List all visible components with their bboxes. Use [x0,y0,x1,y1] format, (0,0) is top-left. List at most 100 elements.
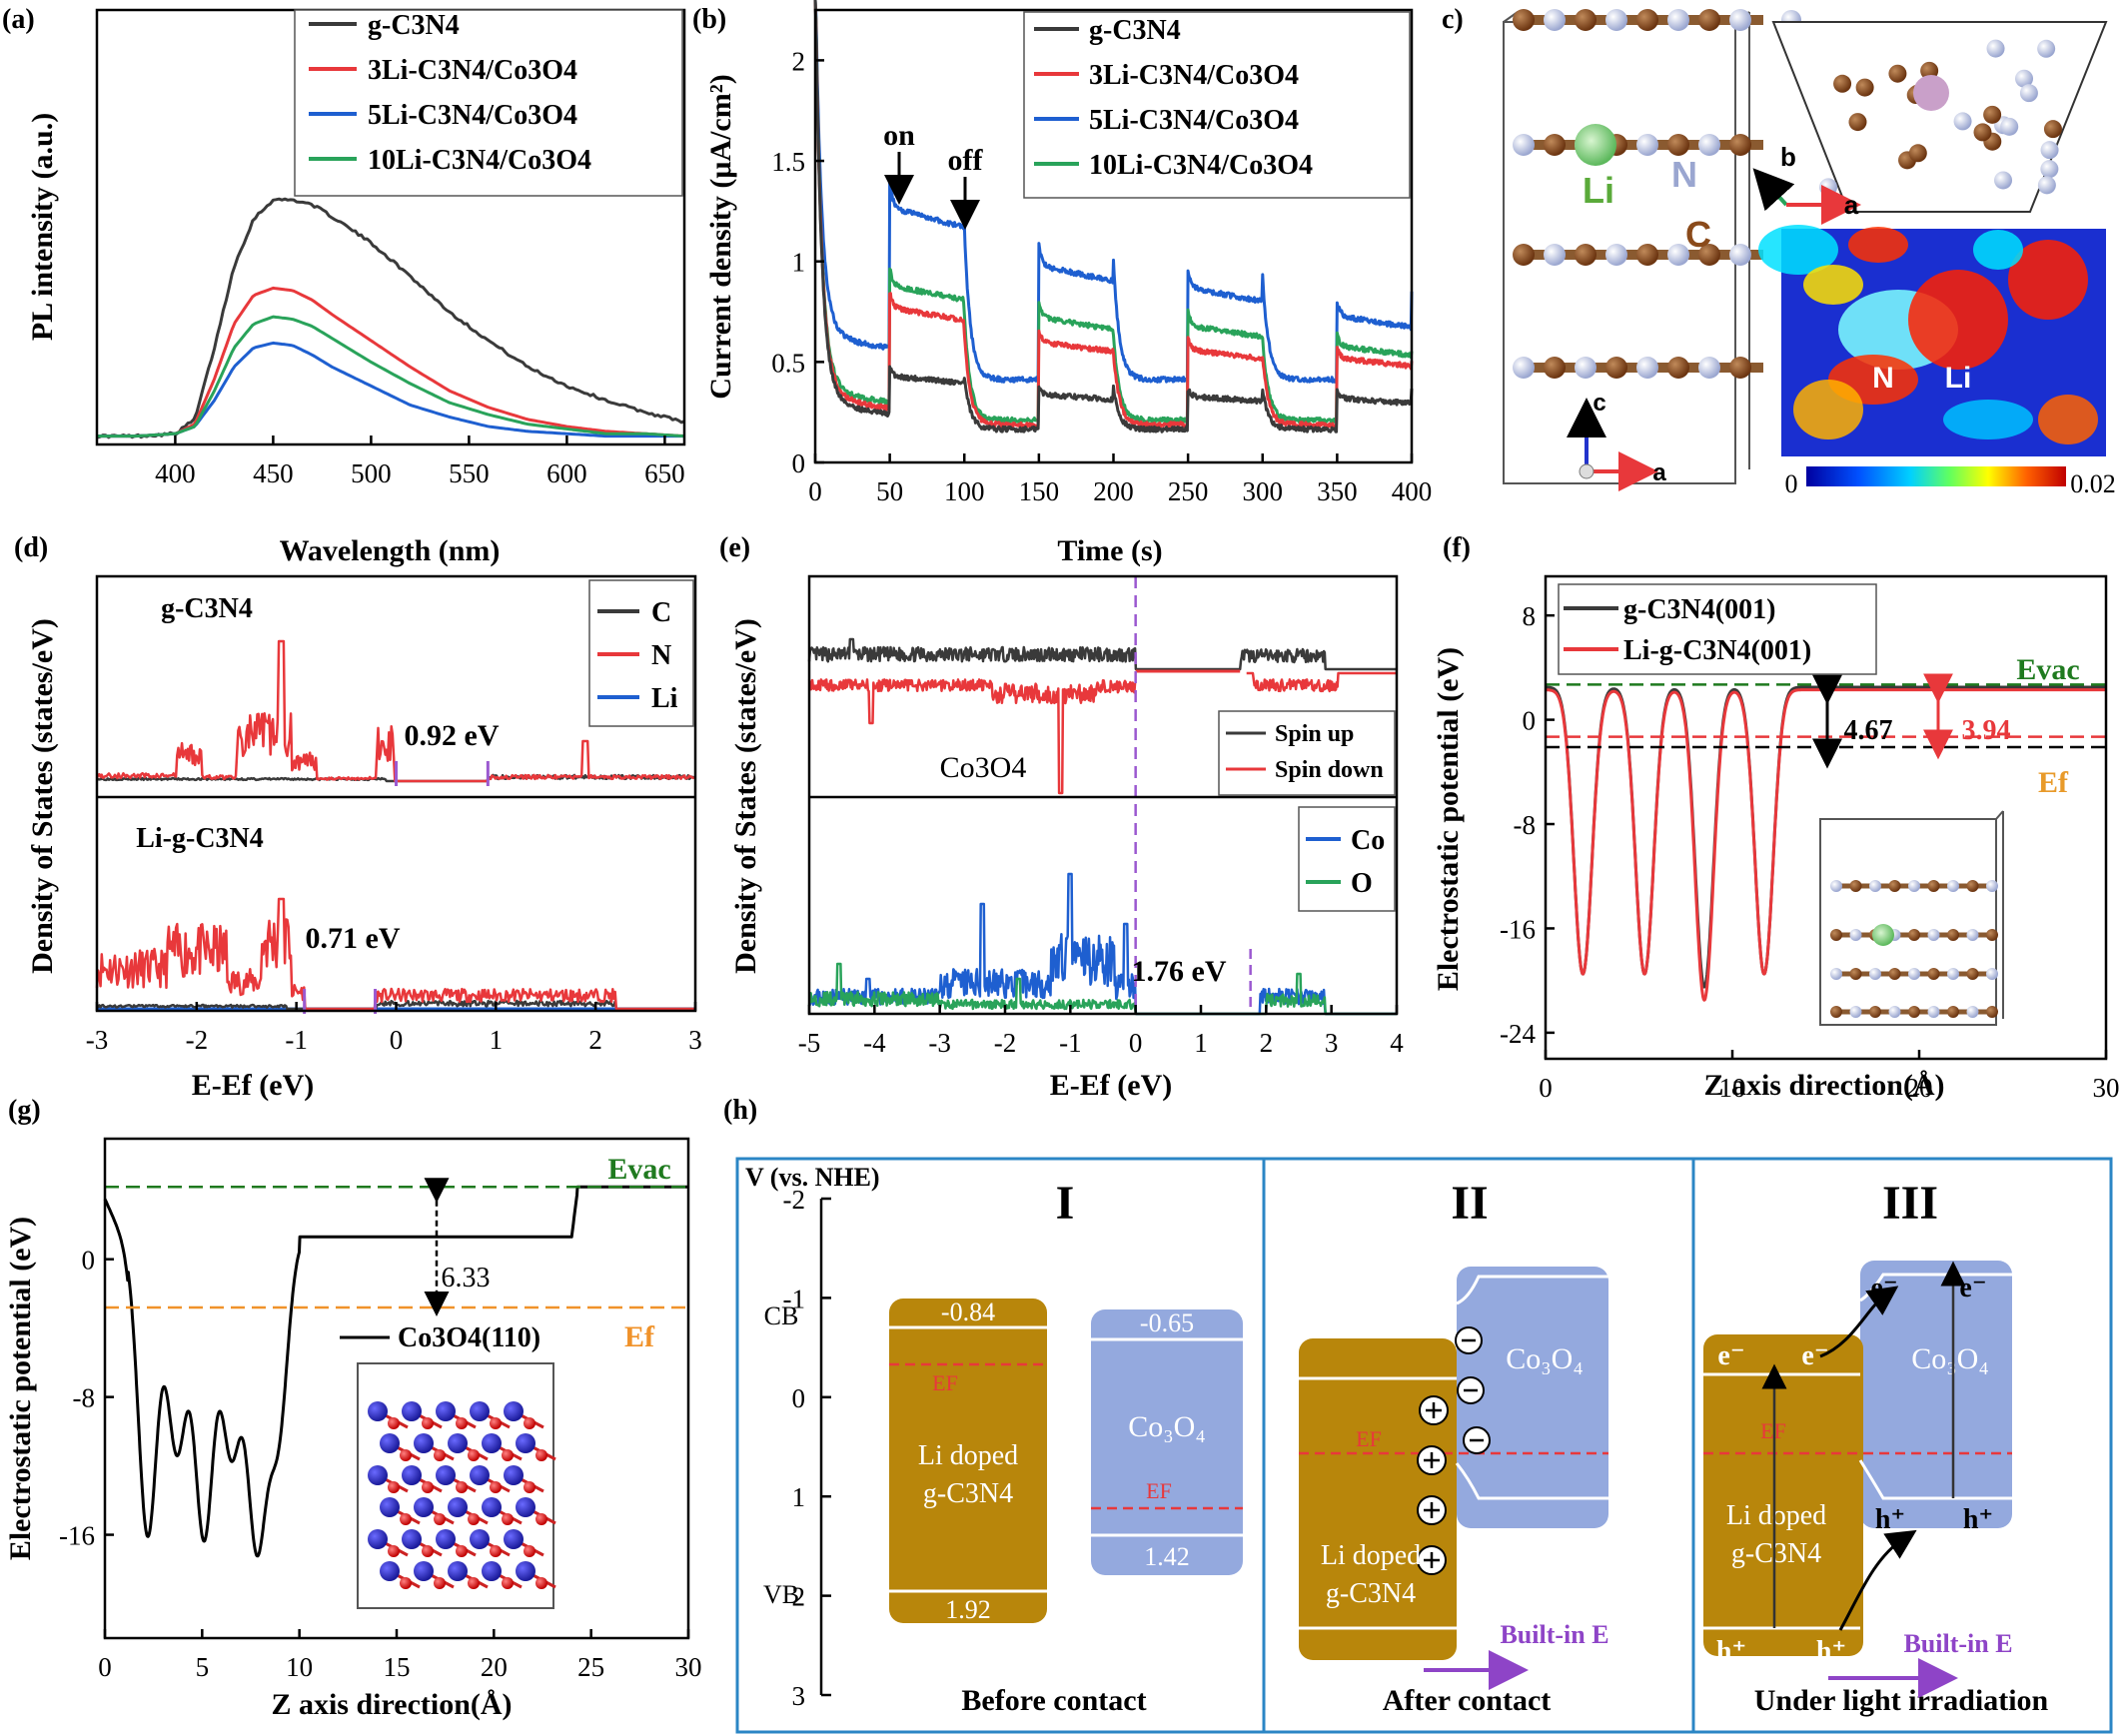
work-function-value: 3.94 [1962,715,2011,746]
cobalt-atom [470,1465,490,1485]
band-value: -0.84 [941,1298,995,1326]
oxygen-atom [456,1417,468,1429]
li-doped-band [1703,1334,1863,1656]
axis-label: a [1844,190,1859,220]
y-tick-label: 0 [1523,706,1537,736]
nitrogen-atom [1986,39,2005,58]
x-tick-label: 650 [644,458,685,488]
stage-numeral: I [1056,1177,1075,1230]
x-tick-label: 30 [675,1652,702,1682]
y-axis-label: Density of States (states/eV) [729,618,762,974]
axis-origin [1579,463,1594,479]
oxygen-atom [535,1449,547,1461]
hole-transfer-arrow [1838,1529,1917,1631]
li-label: Li doped [918,1440,1018,1471]
axis-label: a [1652,459,1666,486]
x-tick-label: -5 [798,1028,821,1058]
cobalt-atom [402,1529,422,1549]
y-tick-label: 0.5 [771,348,805,378]
nitrogen-atom [1947,968,1959,980]
cobalt-atom [414,1433,434,1453]
oxygen-atom [468,1513,480,1525]
x-tick-label: -1 [285,1025,308,1055]
hole-label: h⁺ [1963,1504,1993,1535]
y-axis-label: Density of States (states/eV) [26,618,59,974]
nitrogen-atom [1729,9,1751,31]
x-tick-label: 50 [876,476,903,506]
co3o4-label: Co₃O₄ [1506,1342,1584,1375]
carbon-atom [1908,144,1927,163]
oxygen-atom [468,1577,480,1589]
map-label: N [1872,362,1894,395]
legend-label: Spin up [1275,721,1354,747]
nitrogen-atom [1888,1006,1901,1018]
x-tick-label: 600 [546,458,587,488]
panel-d: -3 -2 -1 0 1 2 3 E-Ef (eV) Density of States (st… [26,574,702,1102]
cobalt-atom [414,1561,434,1581]
y-tick-label: 1 [792,248,806,278]
oxygen-atom [456,1481,468,1493]
x-axis-label: Time (s) [1057,534,1162,567]
x-tick-label: 550 [449,458,490,488]
carbon-atom [1544,357,1566,379]
nitrogen-atom [1636,357,1658,379]
nitrogen-atom [1544,9,1566,31]
nitrogen-atom [1908,968,1920,980]
y-tick-label: 2 [792,46,806,76]
nitrogen-atom [1819,178,1838,197]
y-axis-label: Electrostatic potential (eV) [1432,647,1465,991]
carbon-atom [1513,244,1535,266]
carbon-atom [1575,9,1596,31]
nitrogen-atom [1605,9,1627,31]
panel-letter: (e) [719,532,750,563]
stage-caption: Under light irradiation [1754,1684,2049,1717]
hole-label: h⁺ [1875,1504,1905,1535]
carbon-atom [1833,74,1852,93]
legend-box [1023,11,1411,199]
legend-label: O [1351,868,1373,899]
band-value: 1.42 [1144,1542,1190,1571]
carbon-atom [1729,134,1751,156]
nitrogen-atom [2000,117,2019,136]
legend-label: 10Li-C3N4/Co3O4 [368,145,591,176]
oxygen-atom [490,1545,502,1557]
carbon-atom [1849,880,1862,892]
plot-frame [103,1137,690,1640]
nitrogen-atom [1698,134,1720,156]
carbon-atom [1575,244,1596,266]
carbon-atom [1908,929,1920,941]
electron-label: e⁻ [1870,1273,1897,1303]
legend-label: Li [651,683,678,714]
oxygen-atom [388,1417,400,1429]
plus-glyph [1424,1552,1440,1568]
fermi-label: EF [1146,1478,1172,1503]
subplot-label: Co3O4 [940,751,1027,784]
panel-letter: c) [1442,4,1464,35]
series-line [97,286,685,438]
cobalt-atom [482,1433,502,1453]
panel-letter: (f) [1443,532,1471,563]
gap-label: 1.76 eV [1132,955,1227,988]
y-tick-label: 0 [792,448,806,478]
cobalt-atom [470,1529,490,1549]
x-tick-label: 10 [286,1652,313,1682]
carbon-atom [1605,357,1627,379]
carbon-atom [1927,880,1940,892]
legend-label: g-C3N4 [368,10,460,41]
legend-label: Co [1351,825,1385,856]
x-tick-label: 1 [1194,1028,1208,1058]
y-tick-label: -8 [1514,810,1537,840]
carbon-atom [1927,968,1940,980]
cobalt-atom [380,1497,400,1517]
oxygen-atom [502,1513,514,1525]
oxygen-atom [490,1481,502,1493]
subplot-label: Li-g-C3N4 [136,823,264,854]
electron-transfer-arrow [1819,1286,1899,1358]
x-tick-label: 1 [490,1025,504,1055]
y-tick-label: 3 [792,1681,806,1711]
nitrogen-atom [1966,929,1979,941]
oxygen-atom [524,1545,535,1557]
li-doped-band [889,1299,1047,1623]
cobalt-atom [380,1433,400,1453]
